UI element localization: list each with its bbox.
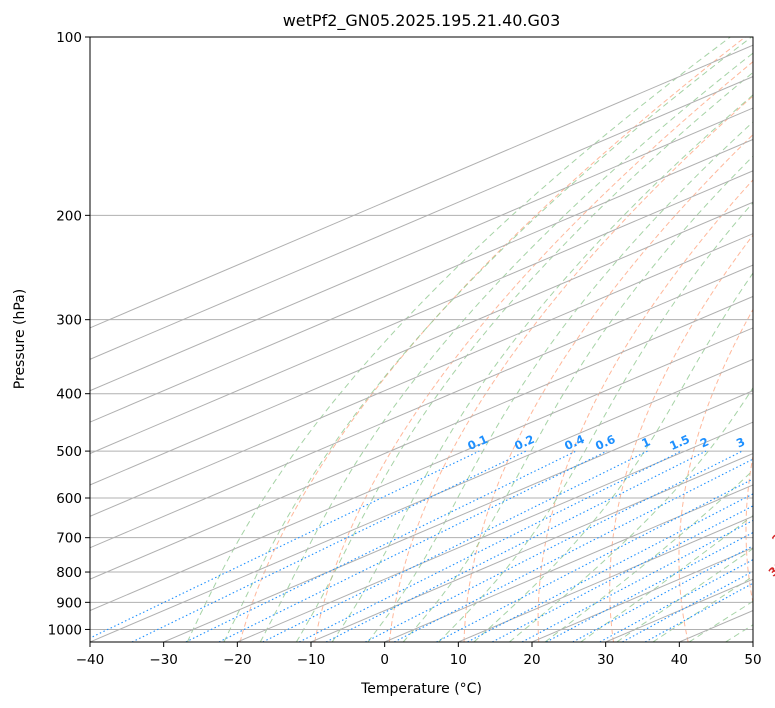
isotherm bbox=[163, 390, 753, 642]
moist-adiabat bbox=[402, 155, 753, 642]
isotherm bbox=[310, 452, 753, 642]
mixing-ratio-label: 0.2 bbox=[512, 432, 536, 453]
isotherm bbox=[679, 610, 753, 642]
isotherm bbox=[90, 201, 753, 486]
isotherm bbox=[90, 233, 753, 517]
mixing-ratio-label: 0.1 bbox=[465, 432, 489, 453]
mixing-ratio-label: 2 bbox=[698, 434, 711, 450]
moist-adiabat bbox=[616, 547, 753, 642]
isotherm bbox=[90, 107, 753, 392]
mixing-ratio-label: 0.4 bbox=[562, 432, 586, 453]
background-lines bbox=[90, 37, 753, 642]
isotherm bbox=[752, 641, 753, 642]
mixing-ratio-line bbox=[393, 458, 753, 642]
moist-adiabat bbox=[367, 121, 753, 642]
plot-frame bbox=[89, 36, 754, 643]
mixing-ratio-line bbox=[262, 450, 648, 642]
mixing-ratio-line bbox=[644, 582, 753, 642]
x-tick-label: 0 bbox=[380, 652, 389, 668]
isotherm bbox=[90, 138, 753, 423]
isotherm bbox=[90, 44, 753, 329]
isotherm bbox=[384, 484, 753, 642]
y-tick-label: 300 bbox=[56, 313, 82, 329]
dry-adiabat bbox=[537, 179, 753, 642]
x-tick-label: −40 bbox=[76, 652, 105, 668]
isotherm bbox=[90, 327, 753, 612]
y-axis-label: Pressure (hPa) bbox=[12, 289, 28, 389]
y-tick-label: 700 bbox=[56, 531, 82, 547]
moist-adiabat bbox=[186, 37, 731, 642]
x-tick-label: −20 bbox=[223, 652, 252, 668]
mixing-ratio-line bbox=[467, 493, 753, 642]
y-tick-label: 600 bbox=[56, 491, 82, 507]
mixing-ratio-line bbox=[185, 450, 577, 642]
moist-adiabat bbox=[295, 71, 753, 642]
dewpoint-profile bbox=[771, 37, 775, 494]
y-tick-label: 100 bbox=[56, 30, 82, 46]
moist-adiabat bbox=[259, 52, 753, 642]
chart-title: wetPf2_GN05.2025.195.21.40.G03 bbox=[283, 11, 561, 31]
mixing-ratio-label: 3 bbox=[734, 434, 747, 450]
mixing-ratio-line bbox=[365, 450, 743, 642]
moist-adiabat bbox=[580, 514, 753, 642]
mixing-ratio-line bbox=[436, 478, 753, 642]
isotherm bbox=[90, 170, 753, 455]
moist-adiabat bbox=[473, 272, 753, 642]
y-tick-label: 800 bbox=[56, 565, 82, 581]
dry-adiabat bbox=[388, 95, 753, 642]
x-tick-label: 50 bbox=[744, 652, 761, 668]
dry-adiabat bbox=[463, 133, 753, 642]
isotherm bbox=[237, 421, 753, 642]
x-tick-label: −10 bbox=[297, 652, 326, 668]
moist-adiabat bbox=[725, 624, 753, 642]
dry-adiabat bbox=[609, 234, 753, 642]
mixing-ratio-line bbox=[622, 570, 753, 642]
moist-adiabat-label: 20 bbox=[769, 525, 775, 546]
mixing-ratio-line bbox=[492, 505, 753, 642]
x-tick-label: 40 bbox=[671, 652, 688, 668]
x-tick-label: −30 bbox=[149, 652, 178, 668]
y-tick-label: 400 bbox=[56, 387, 82, 403]
dry-adiabat bbox=[239, 37, 746, 642]
moist-adiabat bbox=[509, 386, 753, 642]
dry-adiabat bbox=[314, 61, 753, 642]
mixing-ratio-line bbox=[325, 450, 707, 642]
isotherm bbox=[458, 515, 753, 642]
mixing-ratio-line bbox=[218, 450, 608, 642]
dry-adiabat bbox=[678, 308, 753, 642]
isotherm bbox=[90, 358, 753, 642]
y-tick-label: 900 bbox=[56, 595, 82, 611]
x-tick-label: 30 bbox=[597, 652, 614, 668]
y-tick-label: 500 bbox=[56, 444, 82, 460]
moist-adiabat bbox=[688, 600, 753, 642]
moist-adiabat bbox=[438, 201, 753, 642]
mixing-ratio-line bbox=[90, 450, 480, 639]
mixing-ratio-label: 1 bbox=[639, 434, 652, 450]
mixing-ratio-line bbox=[298, 450, 682, 642]
mixing-ratio-line bbox=[599, 559, 753, 642]
x-axis-label: Temperature (°C) bbox=[360, 681, 482, 697]
y-tick-label: 1000 bbox=[48, 622, 82, 638]
y-tick-label: 200 bbox=[56, 208, 82, 224]
x-tick-label: 10 bbox=[450, 652, 467, 668]
x-tick-label: 20 bbox=[523, 652, 540, 668]
x-axis-ticks: −40 −30 −20 −10 0 10 20 30 40 50 bbox=[76, 642, 762, 668]
isotherm bbox=[531, 547, 753, 642]
sounding-profiles bbox=[771, 37, 775, 494]
isotherm bbox=[90, 295, 753, 580]
moist-adiabat-label: 30 bbox=[766, 558, 775, 579]
y-axis-ticks: 100 200 300 400 500 600 700 800 900 1000 bbox=[48, 30, 90, 638]
moist-adiabat bbox=[544, 469, 753, 642]
dry-adiabat bbox=[745, 453, 753, 606]
isotherm bbox=[90, 264, 753, 549]
background-labels: 0.10.20.40.611.523-100-90-80-70-60-50-40… bbox=[465, 432, 775, 579]
isotherm bbox=[90, 76, 753, 360]
